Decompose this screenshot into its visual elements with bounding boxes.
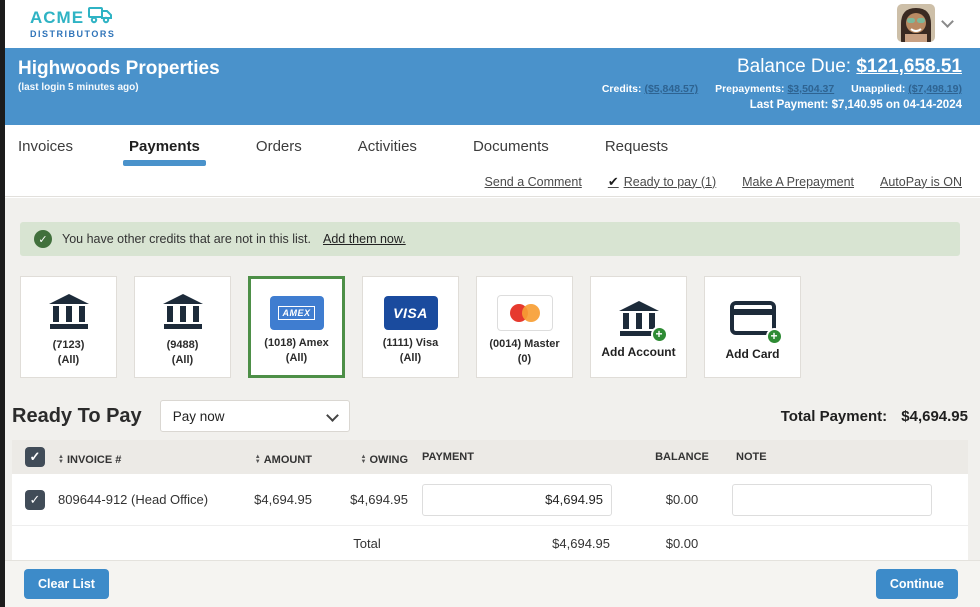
content-area: ✓ You have other credits that are not in… <box>0 198 980 607</box>
tab-documents[interactable]: Documents <box>471 128 551 165</box>
payment-method-bank-7123[interactable]: (7123) (All) <box>20 276 117 378</box>
note-header: NOTE <box>736 451 767 463</box>
payment-method-mastercard-0014[interactable]: (0014) Master (0) <box>476 276 573 378</box>
account-menu-chevron-down-icon[interactable] <box>941 15 954 28</box>
sort-invoice-header[interactable]: ▲▼INVOICE # <box>58 454 121 466</box>
total-payment-value: $4,694.95 <box>901 408 968 425</box>
add-account-button[interactable]: + Add Account <box>590 276 687 378</box>
clear-list-button[interactable]: Clear List <box>24 569 109 599</box>
balance-value: $0.00 <box>632 492 732 507</box>
note-input[interactable] <box>732 484 932 516</box>
balance-due-link[interactable]: $121,658.51 <box>856 56 962 77</box>
sort-amount-header[interactable]: ▲▼AMOUNT <box>255 454 312 466</box>
payment-input[interactable] <box>422 484 612 516</box>
last-payment-text: Last Payment: $7,140.95 on 04-14-2024 <box>602 99 962 111</box>
tab-requests[interactable]: Requests <box>603 128 670 165</box>
unapplied-label: Unapplied: <box>851 83 905 95</box>
credits-notice-banner: ✓ You have other credits that are not in… <box>20 222 960 256</box>
credits-label: Credits: <box>602 83 642 95</box>
tab-invoices[interactable]: Invoices <box>16 128 75 165</box>
bank-icon <box>161 294 205 332</box>
total-payment-label: Total Payment: <box>781 408 887 425</box>
row-checkbox[interactable]: ✓ <box>25 490 45 510</box>
pay-option-select[interactable]: Pay now <box>160 400 350 432</box>
credit-card-plus-icon: + <box>730 300 776 341</box>
ready-to-pay-table: ✓ ▲▼INVOICE # ▲▼AMOUNT ▲▼OWING PAYMENT B… <box>12 440 968 560</box>
make-a-prepayment-link[interactable]: Make A Prepayment <box>742 175 854 189</box>
screen-left-edge <box>0 0 5 607</box>
prepayments-value-link[interactable]: $3,504.37 <box>787 83 834 95</box>
ready-to-pay-title: Ready To Pay <box>12 405 142 428</box>
sort-icon: ▲▼ <box>58 455 64 465</box>
table-row: ✓ 809644-912 (Head Office) $4,694.95 $4,… <box>12 474 968 526</box>
total-payment-cell: $4,694.95 <box>412 536 632 551</box>
balance-header: BALANCE <box>655 451 709 463</box>
checkmark-icon: ✔ <box>608 174 619 190</box>
payment-header: PAYMENT <box>422 451 474 463</box>
truck-icon <box>88 6 114 29</box>
table-total-row: Total $4,694.95 $0.00 <box>12 526 968 560</box>
send-a-comment-link[interactable]: Send a Comment <box>485 175 582 189</box>
tab-orders[interactable]: Orders <box>254 128 304 165</box>
tab-activities[interactable]: Activities <box>356 128 419 165</box>
bank-icon <box>47 294 91 332</box>
quick-links-bar: Send a Comment ✔Ready to pay (1) Make A … <box>0 167 980 197</box>
unapplied-value-link[interactable]: ($7,498.19) <box>908 83 962 95</box>
add-card-button[interactable]: + Add Card <box>704 276 801 378</box>
payment-method-amex-1018-selected[interactable]: AMEX (1018) Amex (All) <box>248 276 345 378</box>
user-avatar[interactable] <box>897 4 935 42</box>
autopay-link[interactable]: AutoPay is ON <box>880 175 962 189</box>
add-them-now-link[interactable]: Add them now. <box>323 232 406 246</box>
tab-payments[interactable]: Payments <box>127 128 202 165</box>
continue-button[interactable]: Continue <box>876 569 958 599</box>
acme-distributors-logo[interactable]: ACME DISTRIBUTORS <box>30 6 115 39</box>
balance-due-label: Balance Due: <box>737 56 851 77</box>
sort-owing-header[interactable]: ▲▼OWING <box>361 454 408 466</box>
invoice-number: 809644-912 (Head Office) <box>58 492 208 507</box>
account-banner: Highwoods Properties (last login 5 minut… <box>0 48 980 125</box>
mastercard-icon <box>497 295 553 331</box>
payment-methods-row: (7123) (All) (9488) (All) AMEX (1018) Am… <box>20 276 980 378</box>
pay-option-selected-value: Pay now <box>173 409 225 424</box>
logo-text-distributors: DISTRIBUTORS <box>30 29 115 39</box>
payment-method-bank-9488[interactable]: (9488) (All) <box>134 276 231 378</box>
check-circle-icon: ✓ <box>34 230 52 248</box>
notice-text: You have other credits that are not in t… <box>62 232 311 246</box>
sort-icon: ▲▼ <box>255 455 261 465</box>
main-nav: Invoices Payments Orders Activities Docu… <box>0 125 980 167</box>
prepayments-label: Prepayments: <box>715 83 784 95</box>
select-chevron-down-icon <box>326 409 339 422</box>
sort-icon: ▲▼ <box>361 455 367 465</box>
owing-value: $4,694.95 <box>326 492 412 507</box>
table-header-row: ✓ ▲▼INVOICE # ▲▼AMOUNT ▲▼OWING PAYMENT B… <box>12 440 968 474</box>
select-all-checkbox[interactable]: ✓ <box>25 447 45 467</box>
footer-action-bar: Clear List Continue <box>0 560 980 607</box>
logo-text-acme: ACME <box>30 8 84 28</box>
payment-method-visa-1111[interactable]: VISA (1111) Visa (All) <box>362 276 459 378</box>
credits-value-link[interactable]: ($5,848.57) <box>644 83 698 95</box>
amex-card-icon: AMEX <box>270 296 324 330</box>
top-bar: ACME DISTRIBUTORS <box>0 0 980 48</box>
ready-to-pay-header: Ready To Pay Pay now Total Payment: $4,6… <box>12 400 968 432</box>
total-balance-cell: $0.00 <box>632 536 732 551</box>
ready-to-pay-link[interactable]: ✔Ready to pay (1) <box>608 174 716 190</box>
total-label: Total <box>326 536 412 551</box>
bank-plus-icon: + <box>617 301 661 339</box>
visa-card-icon: VISA <box>384 296 438 330</box>
amount-value: $4,694.95 <box>226 492 326 507</box>
